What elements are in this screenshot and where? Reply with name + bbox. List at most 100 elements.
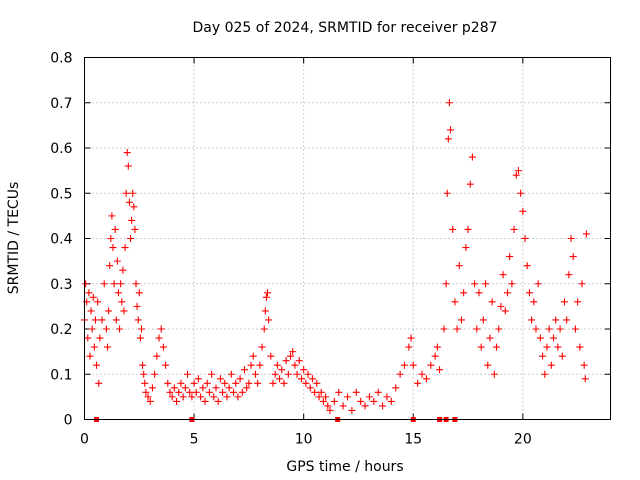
data-point xyxy=(234,393,242,401)
data-point xyxy=(113,257,121,265)
data-point xyxy=(133,302,141,310)
data-point xyxy=(302,379,310,387)
data-point xyxy=(431,352,439,360)
data-point xyxy=(552,316,560,324)
data-point xyxy=(528,316,536,324)
data-point xyxy=(148,384,156,392)
data-point xyxy=(550,334,558,342)
data-points xyxy=(81,99,590,422)
data-point xyxy=(192,388,200,396)
data-point xyxy=(499,271,507,279)
y-tick-label: 0.8 xyxy=(50,51,72,67)
data-point xyxy=(118,298,126,306)
data-point xyxy=(460,289,468,297)
data-point xyxy=(243,384,251,392)
data-point xyxy=(361,402,369,410)
data-point xyxy=(304,370,312,378)
data-point xyxy=(317,388,325,396)
data-point xyxy=(179,393,187,401)
data-point xyxy=(93,361,101,369)
data-point xyxy=(297,375,305,383)
data-point xyxy=(162,361,170,369)
data-point xyxy=(95,379,103,387)
data-point xyxy=(567,235,575,242)
data-point xyxy=(151,370,159,378)
data-point xyxy=(330,397,338,405)
data-point xyxy=(276,375,284,383)
data-point xyxy=(105,307,113,315)
data-point xyxy=(225,384,233,392)
data-point xyxy=(254,379,262,387)
data-point xyxy=(251,370,259,378)
data-point xyxy=(556,325,564,333)
data-point xyxy=(414,379,422,387)
data-point xyxy=(418,370,426,378)
data-point xyxy=(173,397,181,405)
data-point xyxy=(319,397,327,405)
data-point xyxy=(129,189,137,197)
data-point xyxy=(335,388,343,396)
data-point xyxy=(445,99,453,107)
data-point xyxy=(261,307,269,315)
data-point xyxy=(506,253,514,261)
data-point xyxy=(497,302,505,310)
data-point xyxy=(293,370,301,378)
data-point xyxy=(190,379,198,387)
data-point xyxy=(199,384,207,392)
data-point xyxy=(146,397,154,405)
data-point xyxy=(124,162,132,170)
data-point xyxy=(258,343,266,351)
y-tick-label: 0.3 xyxy=(50,277,72,293)
data-point xyxy=(396,370,404,378)
data-point xyxy=(530,298,538,306)
data-point xyxy=(525,289,533,297)
data-point xyxy=(457,316,465,324)
data-point xyxy=(519,207,527,215)
data-point xyxy=(287,352,295,360)
data-point xyxy=(280,379,288,387)
data-point xyxy=(466,180,474,188)
data-point xyxy=(315,393,323,401)
data-point xyxy=(436,366,444,374)
data-point xyxy=(339,402,347,410)
data-point xyxy=(523,262,531,270)
data-point xyxy=(383,393,391,401)
data-point xyxy=(264,289,272,297)
data-point xyxy=(205,388,213,396)
data-point xyxy=(132,280,140,288)
axes: 0 0.1 0.2 0.3 0.4 0.5 0.6 0.7 0.8 0 5 10 15 20 xyxy=(50,51,611,448)
x-tick-label: 0 xyxy=(80,432,89,448)
data-point xyxy=(453,325,461,333)
data-point xyxy=(308,375,316,383)
data-point xyxy=(545,325,553,333)
data-point xyxy=(503,289,511,297)
data-point xyxy=(282,357,290,365)
data-point xyxy=(289,348,297,356)
chart-title: Day 025 of 2024, SRMTID for receiver p28… xyxy=(192,20,497,36)
x-tick-label: 10 xyxy=(295,432,313,448)
x-axis-label: GPS time / hours xyxy=(286,459,403,475)
data-point xyxy=(88,325,96,333)
data-point xyxy=(84,334,92,342)
data-point xyxy=(197,393,205,401)
data-point xyxy=(357,397,365,405)
data-point xyxy=(135,289,143,297)
data-point xyxy=(100,280,108,288)
data-point xyxy=(547,361,555,369)
data-point xyxy=(543,343,551,351)
data-point xyxy=(468,153,476,161)
data-point xyxy=(571,325,579,333)
data-point xyxy=(581,375,589,383)
data-point xyxy=(247,361,255,369)
data-point xyxy=(471,280,479,288)
data-point xyxy=(116,325,124,333)
data-point xyxy=(131,225,139,233)
data-point xyxy=(181,384,189,392)
y-tick-label: 0.1 xyxy=(50,367,72,383)
data-point xyxy=(451,298,459,306)
data-point xyxy=(175,388,183,396)
data-point xyxy=(578,280,586,288)
data-point xyxy=(109,244,117,252)
data-point xyxy=(141,379,149,387)
